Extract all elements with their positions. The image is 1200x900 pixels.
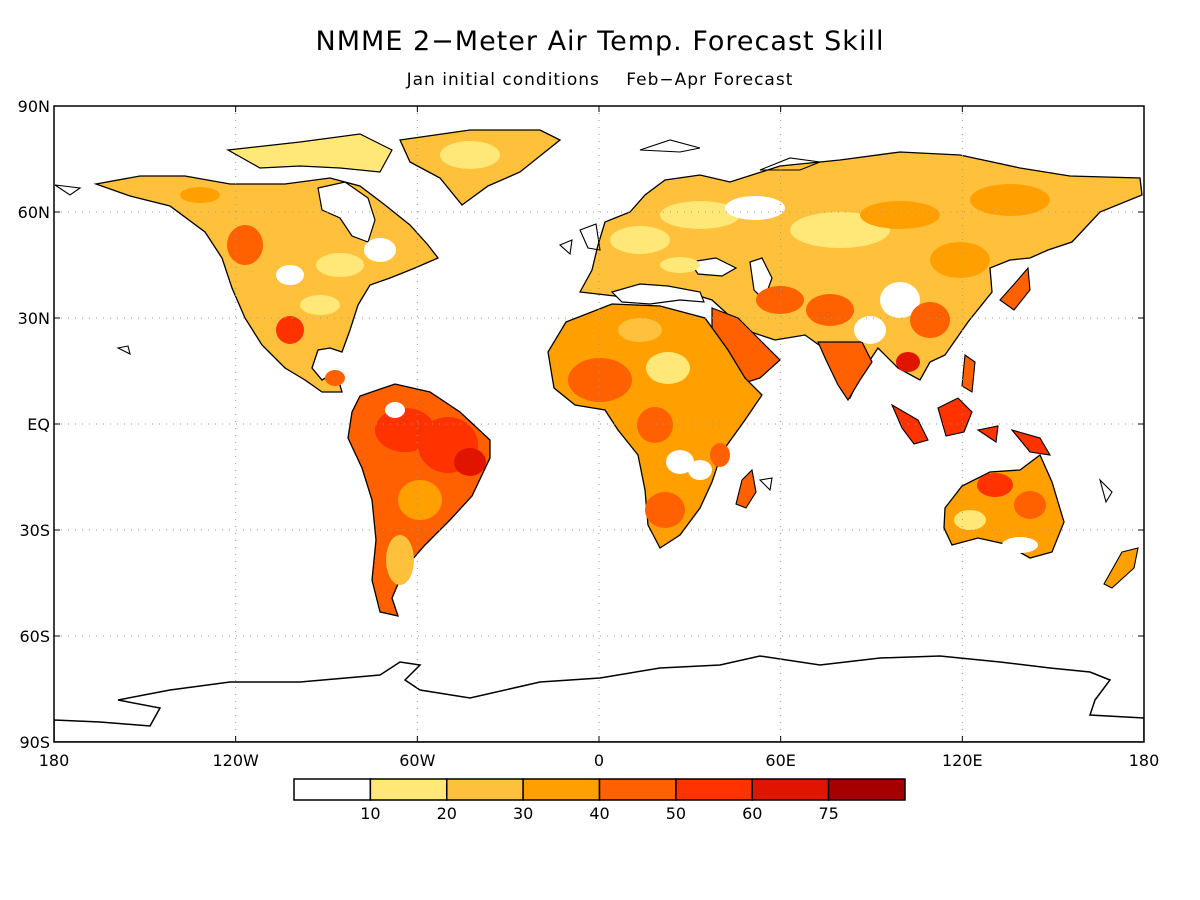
legend-swatch	[369, 778, 448, 801]
legend-swatch	[675, 778, 753, 801]
map-title: NMME 2−Meter Air Temp. Forecast Skill	[315, 26, 885, 57]
lat-tick-label: EQ	[27, 415, 50, 434]
subtitle-initial-conditions: Jan initial conditions	[406, 70, 600, 90]
legend-swatch	[827, 778, 906, 801]
legend-label: 10	[360, 804, 380, 823]
india	[817, 341, 873, 402]
canadian-archipelago	[226, 133, 393, 173]
legend-label: 30	[513, 804, 533, 823]
subtitle-forecast-period: Feb−Apr Forecast	[626, 70, 794, 90]
lon-tick-label: 120W	[212, 751, 259, 770]
legend-swatch	[293, 778, 372, 801]
north-america	[93, 175, 440, 393]
lat-tick-label: 30N	[18, 309, 50, 328]
small-islands	[54, 139, 1113, 504]
lon-tick-label: 180	[39, 751, 70, 770]
lon-tick-label: 180	[1129, 751, 1160, 770]
lon-tick-label: 0	[594, 751, 604, 770]
legend-swatch	[751, 778, 830, 801]
mediterranean-sea	[610, 283, 705, 305]
skill-blotches	[180, 141, 1050, 585]
map-subtitle: Jan initial conditions Feb−Apr Forecast	[0, 70, 1200, 90]
hudson-bay	[317, 181, 376, 243]
land-skill-shading	[54, 129, 1144, 742]
legend-label: 75	[818, 804, 838, 823]
lat-tick-label: 60N	[18, 203, 50, 222]
lat-tick-label: 90S	[19, 733, 50, 752]
lon-tick-label: 60W	[399, 751, 435, 770]
antarctica	[54, 655, 1144, 742]
legend-label: 40	[589, 804, 609, 823]
lat-tick-label: 30S	[19, 521, 50, 540]
philippines-japan	[961, 266, 1031, 393]
lat-tick-label: 90N	[18, 97, 50, 116]
color-legend: 10 20 30 40 50 60 75	[293, 778, 906, 823]
legend-swatch	[522, 778, 601, 801]
legend-swatch	[598, 778, 677, 801]
new-zealand	[1103, 547, 1139, 589]
lat-tick-label: 60S	[19, 627, 50, 646]
indonesia	[890, 397, 1052, 456]
madagascar	[735, 468, 757, 509]
australia	[943, 453, 1065, 559]
legend-label: 20	[437, 804, 457, 823]
lon-tick-label: 120E	[942, 751, 983, 770]
legend-swatch	[446, 778, 524, 801]
legend-label: 50	[666, 804, 686, 823]
lon-tick-label: 60E	[765, 751, 795, 770]
graticule	[54, 106, 1144, 742]
legend-label: 60	[742, 804, 762, 823]
